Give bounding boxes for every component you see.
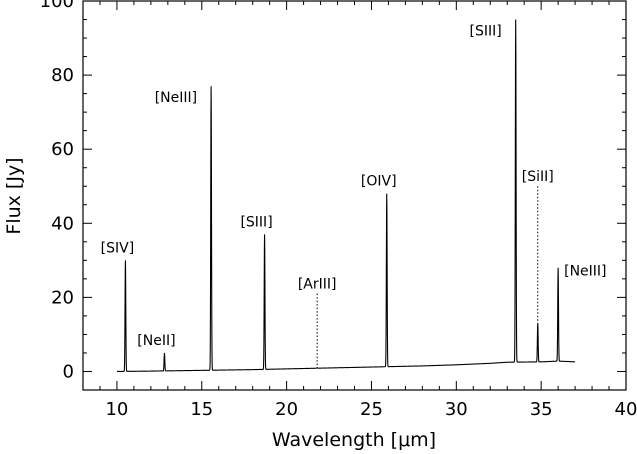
spectrum-series — [116, 19, 576, 373]
emission-line-label: [SIII] — [470, 24, 502, 40]
emission-line-label: [SIV] — [101, 240, 135, 256]
y-tick-label: 20 — [51, 287, 74, 308]
emission-line-label: [NeIII] — [155, 90, 197, 106]
x-axis-title: Wavelength [μm] — [272, 429, 436, 451]
y-tick-label: 100 — [40, 0, 74, 12]
y-tick-label: 40 — [51, 213, 74, 234]
x-tick-label: 20 — [275, 399, 298, 420]
x-tick-label: 40 — [615, 399, 637, 420]
x-tick-label: 15 — [190, 399, 213, 420]
emission-line-label: [NeII] — [137, 333, 175, 349]
y-tick-label: 60 — [51, 139, 74, 160]
plot-frame — [82, 0, 627, 391]
x-tick-label: 35 — [530, 399, 553, 420]
y-tick-label: 80 — [51, 65, 74, 86]
x-tick-label: 30 — [445, 399, 468, 420]
emission-line-label: [ArIII] — [298, 277, 337, 293]
emission-line-label: [SiII] — [522, 169, 554, 185]
y-axis-title: Flux [Jy] — [3, 157, 25, 234]
emission-line-label: [NeIII] — [564, 264, 606, 280]
y-tick-label: 0 — [63, 361, 74, 382]
x-tick-label: 10 — [105, 399, 128, 420]
x-tick-label: 25 — [360, 399, 383, 420]
line-annotations: [SIV] [NeII] [NeIII] [SIII] [ArIII] [OIV] [SII… — [101, 24, 607, 368]
emission-line-label: [OIV] — [361, 174, 397, 190]
axis-ticks: 10 15 20 25 30 35 40 0 20 40 60 80 100 — [40, 0, 637, 420]
emission-line-label: [SIII] — [240, 214, 272, 230]
